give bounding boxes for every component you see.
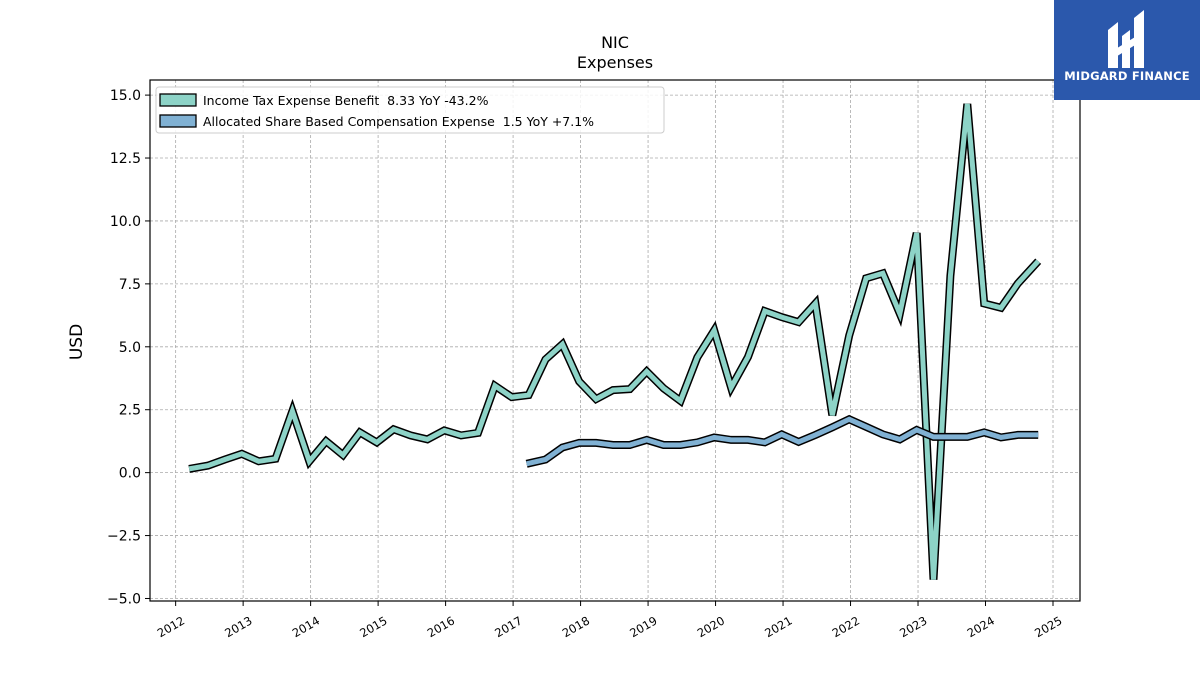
series-line-1 bbox=[526, 416, 1039, 467]
brand-logo: MIDGARD FINANCE bbox=[1054, 0, 1200, 100]
y-tick-label: 0.0 bbox=[119, 466, 141, 482]
y-tick-label: 7.5 bbox=[119, 277, 141, 293]
y-tick-label: −5.0 bbox=[107, 591, 141, 607]
y-tick-label: 15.0 bbox=[110, 88, 141, 104]
y-tick-label: 12.5 bbox=[110, 151, 141, 167]
brand-name: MIDGARD FINANCE bbox=[1064, 69, 1190, 83]
legend-swatch-income-tax bbox=[159, 93, 197, 107]
series-line-0 bbox=[188, 103, 1041, 580]
chart-title: NIC bbox=[601, 33, 629, 52]
y-axis: −5.0 −2.5 0.0 2.5 5.0 7.5 10.0 12.5 15.0 bbox=[107, 88, 150, 607]
y-tick-label: 5.0 bbox=[119, 340, 141, 356]
y-tick-label: −2.5 bbox=[107, 529, 141, 545]
series-lines bbox=[188, 103, 1042, 580]
plot-frame bbox=[149, 79, 1081, 602]
midgard-logo-icon bbox=[1108, 10, 1144, 68]
legend-swatch-share-comp bbox=[159, 114, 197, 128]
legend-label-share-comp: Allocated Share Based Compensation Expen… bbox=[203, 114, 594, 129]
legend-box bbox=[155, 86, 665, 134]
chart-legend: Income Tax Expense Benefit 8.33 YoY -43.… bbox=[155, 86, 665, 134]
y-tick-label: 2.5 bbox=[119, 403, 141, 419]
y-tick-label: 10.0 bbox=[110, 214, 141, 230]
legend-label-income-tax: Income Tax Expense Benefit 8.33 YoY -43.… bbox=[203, 93, 489, 108]
chart-subtitle: Expenses bbox=[577, 53, 653, 72]
y-axis-label: USD bbox=[67, 324, 87, 360]
